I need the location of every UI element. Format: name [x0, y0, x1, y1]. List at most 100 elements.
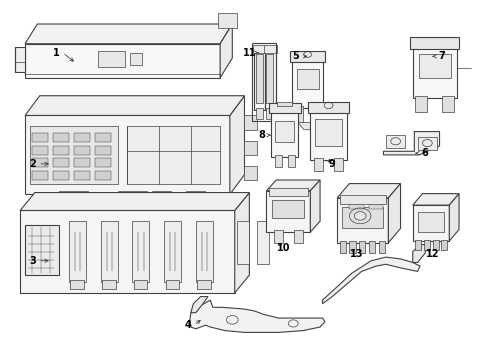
Bar	[256, 221, 268, 264]
Bar	[277, 102, 292, 107]
Bar	[244, 166, 256, 180]
Bar	[53, 134, 69, 142]
Bar	[30, 126, 118, 184]
Bar	[69, 221, 86, 282]
Bar	[368, 241, 374, 253]
Bar	[195, 221, 212, 282]
Text: 7: 7	[438, 51, 445, 61]
Bar	[441, 240, 447, 250]
Bar	[53, 146, 69, 155]
Bar	[255, 54, 262, 103]
Bar	[274, 155, 281, 167]
Bar	[53, 158, 69, 167]
Polygon shape	[190, 297, 207, 313]
Polygon shape	[229, 96, 244, 194]
Bar	[432, 240, 438, 250]
Bar	[312, 107, 318, 123]
Bar	[275, 121, 294, 142]
Text: 8: 8	[258, 130, 264, 140]
Bar	[118, 191, 147, 202]
Bar	[266, 108, 273, 119]
Bar	[132, 221, 149, 282]
Bar	[95, 146, 111, 155]
Polygon shape	[25, 116, 229, 194]
Polygon shape	[412, 205, 448, 241]
Bar	[237, 221, 249, 264]
Bar	[152, 191, 171, 200]
Bar	[307, 102, 348, 113]
Bar	[294, 230, 303, 243]
Bar	[414, 240, 420, 250]
Bar	[253, 45, 265, 53]
Polygon shape	[336, 184, 400, 198]
Polygon shape	[189, 300, 325, 332]
Bar	[185, 191, 205, 200]
Polygon shape	[15, 47, 25, 72]
Bar	[339, 241, 345, 253]
Bar	[341, 207, 383, 228]
Polygon shape	[20, 211, 234, 293]
Polygon shape	[322, 257, 419, 304]
Bar	[134, 280, 147, 289]
Bar	[32, 171, 48, 180]
Bar	[333, 158, 342, 171]
Bar	[368, 202, 383, 209]
Polygon shape	[234, 193, 249, 293]
Bar	[32, 158, 48, 167]
Bar	[423, 240, 429, 250]
Text: 2: 2	[29, 159, 36, 169]
Polygon shape	[25, 96, 244, 116]
Text: 5: 5	[292, 51, 299, 61]
Bar	[272, 200, 304, 218]
Bar	[264, 47, 275, 110]
Bar	[74, 158, 90, 167]
Bar	[314, 158, 323, 171]
Bar	[130, 53, 142, 64]
Bar	[271, 108, 298, 157]
Bar	[59, 191, 88, 202]
Polygon shape	[20, 193, 249, 211]
Text: 4: 4	[184, 320, 191, 330]
Polygon shape	[266, 180, 320, 191]
Bar	[95, 171, 111, 180]
Polygon shape	[412, 244, 427, 262]
Bar	[348, 241, 355, 253]
Polygon shape	[412, 194, 458, 205]
Bar	[385, 135, 405, 148]
Polygon shape	[310, 180, 320, 232]
Bar	[95, 134, 111, 142]
Bar	[165, 280, 179, 289]
Bar	[70, 280, 84, 289]
Bar	[197, 280, 210, 289]
Polygon shape	[387, 184, 400, 243]
Bar	[32, 134, 48, 142]
Bar	[315, 119, 341, 146]
Text: 9: 9	[328, 159, 335, 169]
Bar	[414, 96, 427, 112]
Bar	[163, 221, 181, 282]
Polygon shape	[336, 198, 387, 243]
Text: 12: 12	[425, 248, 438, 258]
Bar	[339, 195, 385, 204]
Polygon shape	[383, 132, 439, 155]
Bar	[417, 137, 436, 149]
Bar	[127, 126, 220, 184]
Bar	[53, 171, 69, 180]
Bar	[244, 116, 256, 130]
Bar	[273, 230, 282, 243]
Bar	[95, 158, 111, 167]
Polygon shape	[220, 24, 232, 78]
Bar	[102, 280, 116, 289]
Bar	[348, 202, 363, 209]
Text: 6: 6	[421, 148, 427, 158]
Bar	[74, 134, 90, 142]
Bar	[74, 146, 90, 155]
Bar	[32, 146, 48, 155]
Bar	[101, 221, 118, 282]
Polygon shape	[25, 44, 220, 78]
Bar	[358, 241, 365, 253]
Bar	[418, 54, 450, 78]
Bar	[441, 96, 453, 112]
Bar	[378, 241, 384, 253]
Bar	[412, 44, 456, 98]
